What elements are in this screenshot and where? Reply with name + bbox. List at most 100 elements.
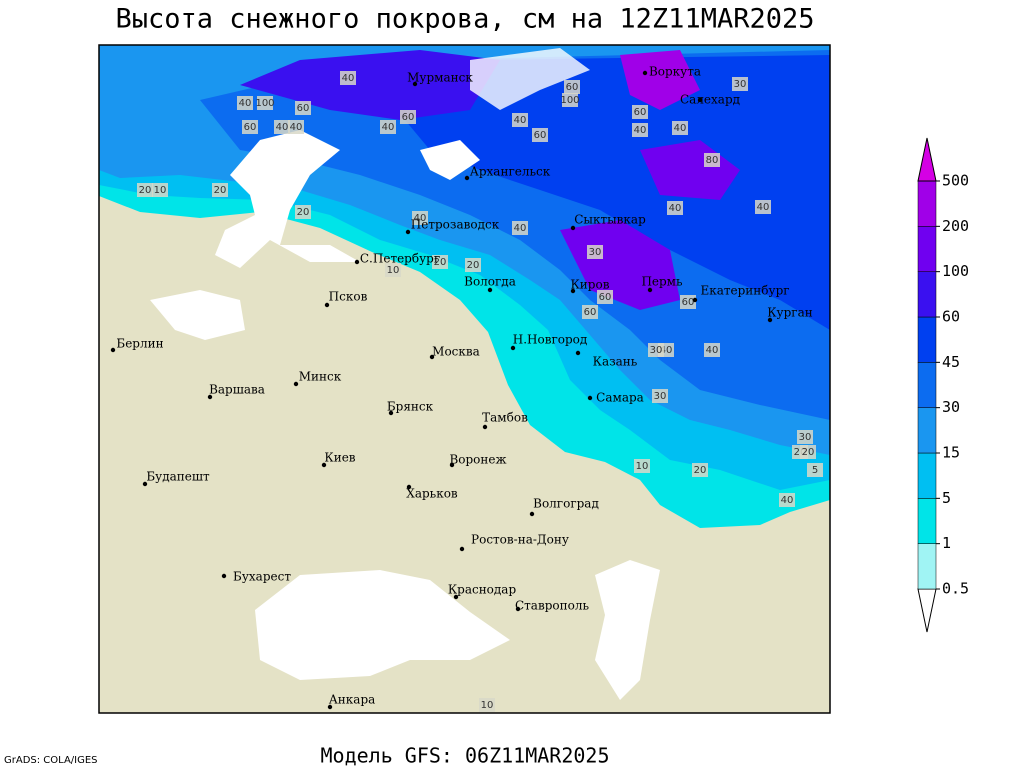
contour-label: 40 bbox=[660, 345, 673, 356]
city-label: Минск bbox=[299, 370, 342, 384]
contour-label: 20 bbox=[467, 260, 480, 271]
colorbar-bin bbox=[917, 452, 937, 499]
contour-label: 40 bbox=[414, 213, 427, 224]
map-title: Высота снежного покрова, см на 12Z11MAR2… bbox=[116, 4, 815, 35]
contour-label: 40 bbox=[514, 115, 527, 126]
contour-label: 60 bbox=[534, 130, 547, 141]
contour-label-box bbox=[212, 183, 228, 197]
contour-label-box bbox=[385, 263, 401, 277]
colorbar-bin bbox=[917, 407, 937, 454]
contour-label: 60 bbox=[297, 103, 310, 114]
colorbar-bin bbox=[917, 316, 937, 363]
contour-label-box bbox=[704, 343, 720, 357]
contour-label: 60 bbox=[599, 292, 612, 303]
contour-label: 40 bbox=[342, 73, 355, 84]
contour-label-box bbox=[380, 120, 396, 134]
city-dot bbox=[570, 288, 576, 294]
colorbar-bin bbox=[917, 180, 937, 227]
city-dot bbox=[327, 704, 333, 710]
city-dot bbox=[692, 297, 698, 303]
city-label: Тамбов bbox=[482, 411, 528, 425]
colorbar-label: 0.5 bbox=[942, 580, 969, 598]
contour-label: 10 bbox=[636, 461, 649, 472]
contour-label: 40 bbox=[276, 122, 289, 133]
city-label: Самара bbox=[596, 391, 644, 405]
contour-label: 20 bbox=[434, 257, 447, 268]
model-footer: Модель GFS: 06Z11MAR2025 bbox=[321, 744, 610, 768]
contour-label: 20 bbox=[802, 447, 815, 458]
contour-label-box bbox=[652, 389, 668, 403]
contour-label: 30 bbox=[734, 79, 747, 90]
city-label: Волгоград bbox=[533, 497, 599, 511]
city-dot bbox=[324, 302, 330, 308]
city-label: Будапешт bbox=[146, 470, 210, 484]
contour-label-box bbox=[479, 698, 495, 712]
contour-label-box bbox=[512, 113, 528, 127]
baltic-sea-south bbox=[150, 290, 245, 340]
city-dot bbox=[575, 350, 581, 356]
city-label: Псков bbox=[329, 290, 368, 304]
city-dot bbox=[767, 317, 773, 323]
contour-label: 60 bbox=[566, 82, 579, 93]
city-dot bbox=[406, 484, 412, 490]
city-dot bbox=[464, 175, 470, 181]
contour-label: 60 bbox=[682, 297, 695, 308]
city-label: Сыктывкар bbox=[574, 213, 646, 227]
city-dot bbox=[354, 259, 360, 265]
city-label: С.Петербург bbox=[360, 252, 440, 266]
city-label: Петрозаводск bbox=[411, 218, 500, 232]
city-dot bbox=[388, 410, 394, 416]
baltic-sea bbox=[215, 130, 360, 268]
contour-label: 60 bbox=[402, 112, 415, 123]
city-dot bbox=[697, 97, 703, 103]
contour-label-box bbox=[152, 183, 168, 197]
contour-label: 40 bbox=[634, 125, 647, 136]
colorbar-bin bbox=[917, 226, 937, 272]
city-dot bbox=[642, 70, 648, 76]
white-sea bbox=[420, 140, 480, 180]
colorbar-label: 45 bbox=[942, 353, 960, 371]
contour-label-box bbox=[237, 96, 253, 110]
city-dot bbox=[647, 287, 653, 293]
contour-label-box bbox=[634, 459, 650, 473]
contour-label: 40 bbox=[514, 223, 527, 234]
city-dot bbox=[110, 347, 116, 353]
colorbar-label: 500 bbox=[942, 172, 969, 190]
contour-label-box bbox=[512, 221, 528, 235]
contour-label: 40 bbox=[239, 98, 252, 109]
contour-label-box bbox=[412, 211, 428, 225]
contour-label-box bbox=[732, 77, 748, 91]
contour-label: 20 bbox=[694, 465, 707, 476]
contour-label: 60 bbox=[244, 122, 257, 133]
colorbar-label: 15 bbox=[942, 444, 960, 462]
contour-label: 10 bbox=[387, 265, 400, 276]
city-dot bbox=[482, 424, 488, 430]
city-dot bbox=[449, 462, 455, 468]
contour-label-box bbox=[797, 430, 813, 444]
contour-label: 20 bbox=[214, 185, 227, 196]
contour-label-box bbox=[800, 445, 816, 459]
city-dot bbox=[221, 573, 227, 579]
contour-label: 60 bbox=[584, 307, 597, 318]
contour-label: 40 bbox=[290, 122, 303, 133]
contour-label: 40 bbox=[669, 203, 682, 214]
contour-label: 40 bbox=[706, 345, 719, 356]
contour-label: 10 bbox=[154, 185, 167, 196]
contour-label-box bbox=[288, 120, 304, 134]
contour-label-box bbox=[400, 110, 416, 124]
contour-label-box bbox=[704, 153, 720, 167]
colorbar-bin bbox=[917, 271, 937, 318]
contour-label-box bbox=[532, 128, 548, 142]
contour-label-box bbox=[587, 245, 603, 259]
city-label: Анкара bbox=[329, 693, 376, 707]
black-sea bbox=[255, 570, 510, 680]
contour-label: 40 bbox=[757, 202, 770, 213]
colorbar-label: 200 bbox=[942, 217, 969, 235]
city-label: Харьков bbox=[406, 487, 458, 501]
city-label: Воркута bbox=[649, 65, 701, 79]
contour-label-box bbox=[667, 201, 683, 215]
city-label: Берлин bbox=[116, 337, 163, 351]
contour-label: 40 bbox=[674, 123, 687, 134]
contour-label: 20 bbox=[297, 207, 310, 218]
